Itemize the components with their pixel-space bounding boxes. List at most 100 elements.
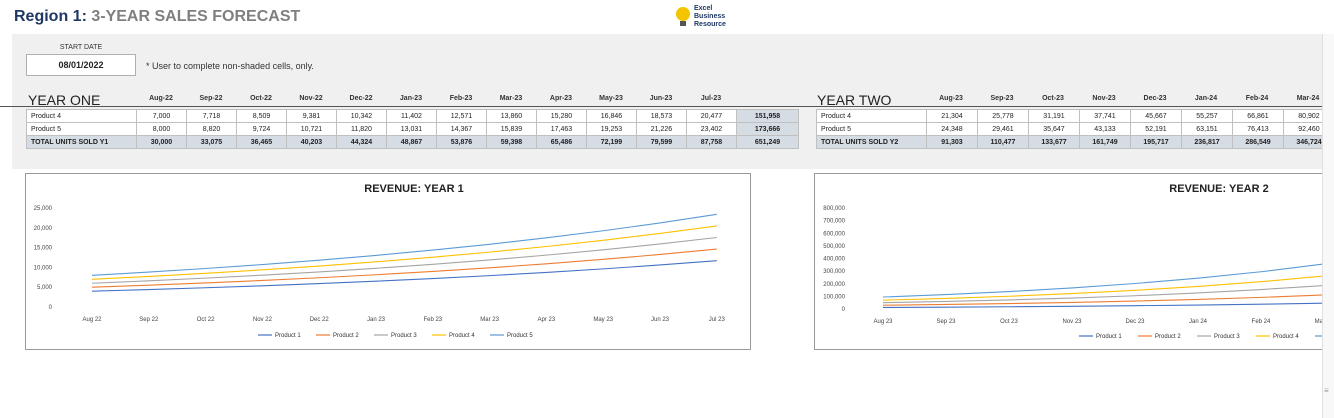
table-cell[interactable]: 52,191 bbox=[1130, 122, 1182, 136]
x-tick-label: Jun 23 bbox=[651, 317, 670, 323]
y-tick-label: 20,000 bbox=[34, 226, 53, 232]
revenue-year2-chart[interactable]: REVENUE: YEAR 2 0 100,000 200,000 300,000 400… bbox=[814, 173, 1334, 350]
series-line-product-4[interactable] bbox=[882, 275, 1325, 301]
table-cell: 53,876 bbox=[436, 135, 487, 149]
x-tick-label: Apr 23 bbox=[538, 317, 556, 323]
instruction-note: * User to complete non-shaded cells, onl… bbox=[146, 61, 314, 71]
month-header: Sep-22 bbox=[199, 95, 223, 102]
x-tick-label: Dec 23 bbox=[1125, 319, 1145, 325]
x-tick-label: Jan 24 bbox=[1189, 319, 1208, 325]
series-line-product-1[interactable] bbox=[882, 302, 1325, 309]
x-tick-label: Jul 23 bbox=[709, 317, 726, 323]
start-date-input[interactable]: 08/01/2022 bbox=[26, 54, 136, 76]
table-cell[interactable]: 10,721 bbox=[286, 122, 337, 136]
y-tick-label: 0 bbox=[842, 307, 846, 313]
series-line-product-5[interactable] bbox=[91, 213, 717, 276]
y-tick-label: 0 bbox=[49, 305, 53, 311]
lightbulb-icon bbox=[676, 7, 690, 21]
table-cell[interactable]: 15,839 bbox=[486, 122, 537, 136]
table-row: TOTAL UNITS SOLD Y2 91,303 110,477 133,677 1… bbox=[816, 135, 1334, 149]
table-cell[interactable]: 66,861 bbox=[1232, 109, 1284, 123]
table-cell[interactable]: 10,342 bbox=[336, 109, 387, 123]
table-cell[interactable]: 19,253 bbox=[586, 122, 637, 136]
table-cell[interactable]: 20,477 bbox=[686, 109, 737, 123]
legend-label: Product 1 bbox=[275, 333, 301, 339]
table-cell[interactable]: 35,647 bbox=[1028, 122, 1080, 136]
table-cell[interactable]: 17,463 bbox=[536, 122, 587, 136]
table-cell[interactable]: 25,778 bbox=[977, 109, 1029, 123]
table-cell[interactable]: 8,820 bbox=[186, 122, 237, 136]
table-cell[interactable]: 21,226 bbox=[636, 122, 687, 136]
y-tick-label: 10,000 bbox=[34, 265, 53, 271]
revenue-year1-chart[interactable]: REVENUE: YEAR 1 0 5,000 10,000 15,000 20,000 2… bbox=[25, 173, 751, 350]
table-cell[interactable]: 11,820 bbox=[336, 122, 387, 136]
table-cell[interactable]: 23,402 bbox=[686, 122, 737, 136]
series-line-product-5[interactable] bbox=[882, 263, 1325, 298]
table-cell[interactable]: 31,191 bbox=[1028, 109, 1080, 123]
series-line-product-2[interactable] bbox=[91, 248, 717, 288]
chart-title: REVENUE: YEAR 2 bbox=[1169, 183, 1268, 195]
month-header: Aug-23 bbox=[939, 95, 963, 102]
x-tick-label: Sep 23 bbox=[936, 319, 956, 325]
series-line-product-3[interactable] bbox=[882, 284, 1325, 304]
table-cell[interactable]: 7,000 bbox=[136, 109, 187, 123]
y-tick-label: 500,000 bbox=[823, 244, 845, 250]
row-label: Product 5 bbox=[816, 122, 927, 136]
table-cell[interactable]: 9,724 bbox=[236, 122, 287, 136]
month-header: Feb-24 bbox=[1245, 95, 1269, 102]
page-title: Region 1: 3-YEAR SALES FORECAST bbox=[14, 8, 300, 26]
vertical-scrollbar[interactable] bbox=[1322, 34, 1334, 418]
year-one-title: YEAR ONE bbox=[28, 92, 101, 108]
x-tick-label: Oct 22 bbox=[197, 317, 215, 323]
row-label: Product 5 bbox=[26, 122, 137, 136]
y-tick-label: 100,000 bbox=[823, 294, 845, 300]
excel-business-resource-logo: Excel Business Resource bbox=[672, 4, 742, 32]
y-tick-label: 700,000 bbox=[823, 219, 845, 225]
table-cell[interactable]: 76,413 bbox=[1232, 122, 1284, 136]
row-label: Product 4 bbox=[26, 109, 137, 123]
month-header: Aug-22 bbox=[149, 95, 173, 102]
series-line-product-3[interactable] bbox=[91, 236, 717, 284]
series-line-product-1[interactable] bbox=[91, 260, 717, 292]
year-one-table: Product 4 7,000 7,718 8,509 9,381 10,342 11,40… bbox=[26, 109, 799, 149]
table-cell[interactable]: 12,571 bbox=[436, 109, 487, 123]
month-header: Nov-23 bbox=[1092, 95, 1116, 102]
series-line-product-4[interactable] bbox=[91, 225, 717, 280]
revenue-year1-svg: REVENUE: YEAR 1 0 5,000 10,000 15,000 20,000 2… bbox=[34, 183, 726, 339]
table-cell[interactable]: 21,304 bbox=[926, 109, 978, 123]
month-header: Apr-23 bbox=[549, 95, 573, 102]
table-cell[interactable]: 7,718 bbox=[186, 109, 237, 123]
x-tick-label: Nov 23 bbox=[1062, 319, 1082, 325]
table-cell: 40,203 bbox=[286, 135, 337, 149]
legend-label: Product 3 bbox=[1214, 334, 1240, 340]
table-cell[interactable]: 15,280 bbox=[536, 109, 587, 123]
table-cell[interactable]: 55,257 bbox=[1181, 109, 1233, 123]
table-cell[interactable]: 43,133 bbox=[1079, 122, 1131, 136]
table-cell[interactable]: 45,667 bbox=[1130, 109, 1182, 123]
logo-line-3: Resource bbox=[694, 21, 726, 28]
table-cell: 236,817 bbox=[1181, 135, 1233, 149]
table-row: TOTAL UNITS SOLD Y1 30,000 33,075 36,465 40,… bbox=[26, 135, 799, 149]
lightbulb-base-icon bbox=[680, 21, 686, 26]
table-cell[interactable]: 18,573 bbox=[636, 109, 687, 123]
table-cell[interactable]: 13,031 bbox=[386, 122, 437, 136]
row-total: 651,249 bbox=[736, 135, 799, 149]
table-cell[interactable]: 63,151 bbox=[1181, 122, 1233, 136]
table-cell[interactable]: 13,860 bbox=[486, 109, 537, 123]
table-cell[interactable]: 16,846 bbox=[586, 109, 637, 123]
y-tick-label: 25,000 bbox=[34, 206, 53, 212]
month-header: Jan-24 bbox=[1194, 95, 1218, 102]
table-row: Product 5 8,000 8,820 9,724 10,721 11,820 13,0… bbox=[26, 122, 799, 136]
table-cell[interactable]: 24,348 bbox=[926, 122, 978, 136]
logo-text: Excel Business Resource bbox=[694, 5, 726, 29]
table-cell[interactable]: 14,367 bbox=[436, 122, 487, 136]
series-line-product-2[interactable] bbox=[882, 294, 1325, 306]
table-cell[interactable]: 8,000 bbox=[136, 122, 187, 136]
legend-label: Product 2 bbox=[333, 333, 359, 339]
table-cell[interactable]: 8,509 bbox=[236, 109, 287, 123]
table-cell[interactable]: 37,741 bbox=[1079, 109, 1131, 123]
table-cell[interactable]: 29,461 bbox=[977, 122, 1029, 136]
table-cell[interactable]: 9,381 bbox=[286, 109, 337, 123]
legend-label: Product 1 bbox=[1096, 334, 1122, 340]
table-cell[interactable]: 11,402 bbox=[386, 109, 437, 123]
